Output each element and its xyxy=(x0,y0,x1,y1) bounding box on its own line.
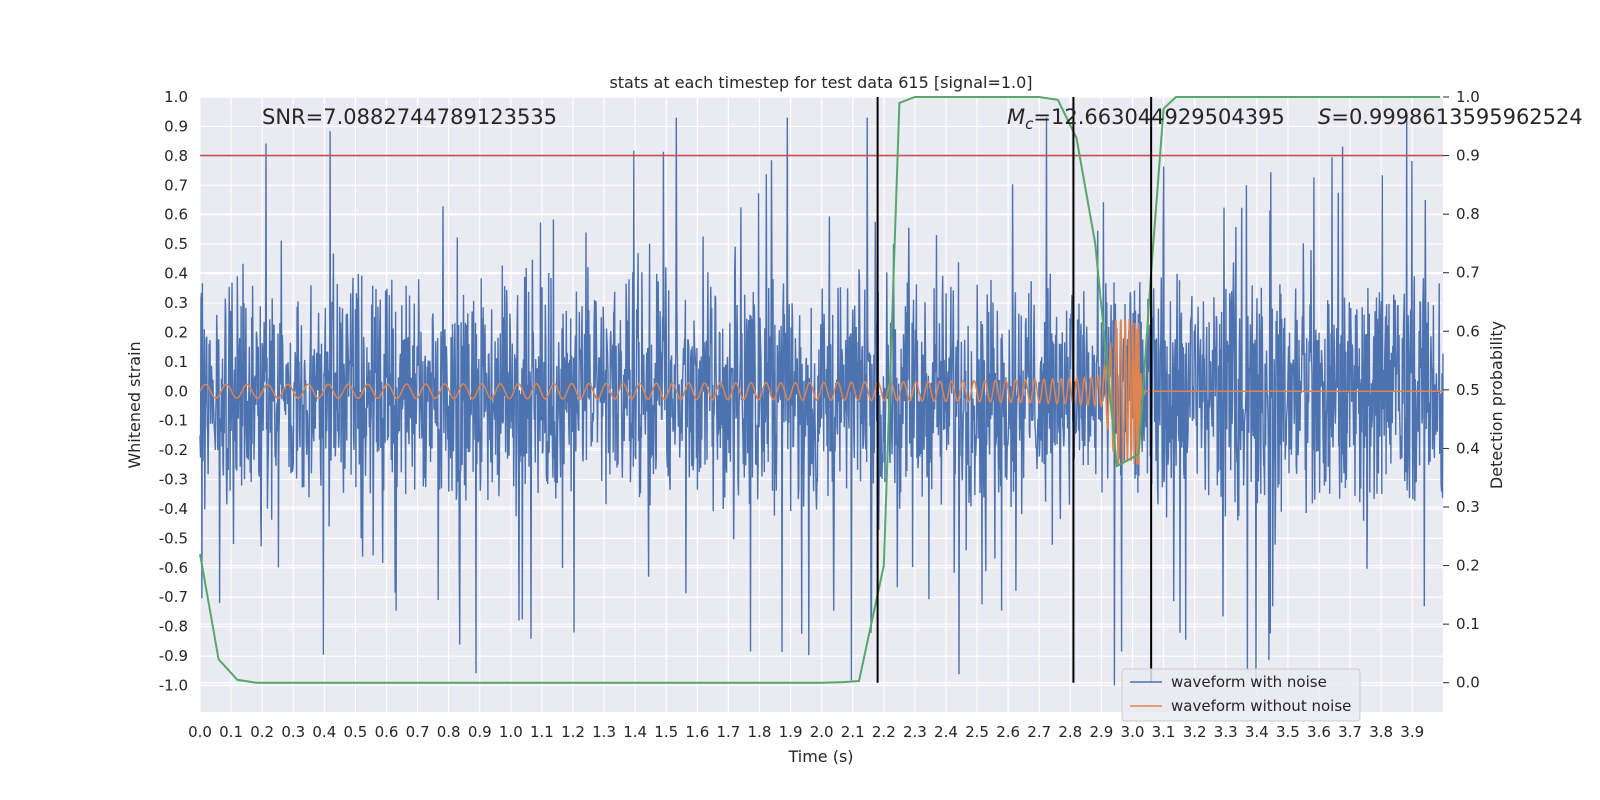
x-tick-label: 0.0 xyxy=(188,723,212,741)
y-tick-label: -0.4 xyxy=(159,500,188,518)
x-tick-label: 1.3 xyxy=(592,723,616,741)
legend-box xyxy=(1121,668,1361,722)
x-tick-label: 1.2 xyxy=(561,723,585,741)
x-tick-label: 3.9 xyxy=(1400,723,1424,741)
x-tick-label: 1.4 xyxy=(623,723,647,741)
y-tick-label: -0.8 xyxy=(159,618,188,636)
y2-tick-label: 0.9 xyxy=(1456,147,1480,165)
y-tick-label: 0.7 xyxy=(164,176,188,194)
x-tick-label: 2.3 xyxy=(903,723,927,741)
x-tick-label: 0.1 xyxy=(219,723,243,741)
x-tick-label: 2.9 xyxy=(1089,723,1113,741)
x-tick-label: 0.3 xyxy=(281,723,305,741)
y2-tick-label: 0.0 xyxy=(1456,674,1480,692)
x-tick-label: 1.0 xyxy=(499,723,523,741)
x-tick-label: 2.2 xyxy=(872,723,896,741)
chirp-mass-value: =12.663044929504395 xyxy=(1033,105,1284,129)
x-tick-label: 3.8 xyxy=(1369,723,1393,741)
score-symbol: S xyxy=(1318,105,1331,129)
score-annotation: S=0.9998613595962524 xyxy=(1318,105,1583,129)
x-tick-label: 2.6 xyxy=(996,723,1020,741)
x-tick-label: 1.8 xyxy=(748,723,772,741)
x-tick-label: 1.9 xyxy=(779,723,803,741)
y2-tick-label: 0.2 xyxy=(1456,557,1480,575)
clean-waveform-line xyxy=(199,318,1443,465)
y-tick-label: 0.5 xyxy=(164,235,188,253)
y2-axis-ticks: 0.0 0.1 0.2 0.3 0.4 0.5 0.6 0.7 0.8 0.9 1.0 xyxy=(1443,88,1480,692)
x-tick-label: 1.5 xyxy=(654,723,678,741)
x-tick-label: 3.4 xyxy=(1245,723,1269,741)
x-tick-label: 3.7 xyxy=(1338,723,1362,741)
y-tick-label: -0.9 xyxy=(159,647,188,665)
x-tick-label: 1.1 xyxy=(530,723,554,741)
x-tick-label: 2.4 xyxy=(934,723,958,741)
y-tick-label: 0.8 xyxy=(164,147,188,165)
y-tick-label: -0.3 xyxy=(159,471,188,489)
plot-lines xyxy=(199,96,1444,686)
x-tick-label: 3.3 xyxy=(1214,723,1238,741)
snr-annotation: SNR=7.0882744789123535 xyxy=(262,105,557,129)
y-tick-label: -0.1 xyxy=(159,412,188,430)
legend-label-clean: waveform without noise xyxy=(1171,697,1351,715)
x-tick-label: 2.1 xyxy=(841,723,865,741)
x-tick-label: 3.5 xyxy=(1276,723,1300,741)
legend-label-noise: waveform with noise xyxy=(1171,673,1327,691)
chirp-mass-subscript: c xyxy=(1025,115,1034,133)
y2-tick-label: 0.7 xyxy=(1456,264,1480,282)
chirp-mass-symbol: M xyxy=(1007,105,1025,129)
y-tick-label: 0.6 xyxy=(164,206,188,224)
y-tick-label: 0.0 xyxy=(164,382,188,400)
y-tick-label: -0.7 xyxy=(159,588,188,606)
chirp-mass-annotation: Mc=12.663044929504395 xyxy=(1007,105,1285,133)
y-tick-label: -0.2 xyxy=(159,441,188,459)
x-axis-label: Time (s) xyxy=(787,747,853,766)
y-tick-label: 1.0 xyxy=(164,88,188,106)
y-tick-label: 0.1 xyxy=(164,353,188,371)
y-tick-label: 0.9 xyxy=(164,117,188,135)
x-tick-label: 0.2 xyxy=(250,723,274,741)
chart-title: stats at each timestep for test data 615… xyxy=(609,73,1032,92)
score-value: =0.9998613595962524 xyxy=(1331,105,1582,129)
y2-tick-label: 0.1 xyxy=(1456,615,1480,633)
x-tick-label: 1.6 xyxy=(685,723,709,741)
x-tick-label: 3.2 xyxy=(1183,723,1207,741)
x-tick-label: 0.4 xyxy=(312,723,336,741)
y2-tick-label: 0.5 xyxy=(1456,381,1480,399)
x-tick-label: 2.5 xyxy=(965,723,989,741)
y2-tick-label: 0.4 xyxy=(1456,439,1480,457)
y-axis-ticks: 1.0 0.9 0.8 0.7 0.6 0.5 0.4 0.3 0.2 0.1 0.0 -0.1 -0.… xyxy=(159,88,188,695)
y2-tick-label: 1.0 xyxy=(1456,88,1480,106)
y-tick-label: 0.4 xyxy=(164,265,188,283)
x-tick-label: 3.1 xyxy=(1152,723,1176,741)
x-tick-label: 0.8 xyxy=(437,723,461,741)
y2-axis-label: Detection probability xyxy=(1487,321,1506,489)
x-tick-label: 2.7 xyxy=(1027,723,1051,741)
x-tick-label: 1.7 xyxy=(716,723,740,741)
y2-tick-label: 0.8 xyxy=(1456,205,1480,223)
x-tick-label: 2.8 xyxy=(1058,723,1082,741)
y-tick-label: -1.0 xyxy=(159,677,188,695)
x-tick-label: 3.0 xyxy=(1121,723,1145,741)
x-tick-label: 0.7 xyxy=(406,723,430,741)
y-tick-label: 0.2 xyxy=(164,323,188,341)
x-tick-label: 0.5 xyxy=(343,723,367,741)
legend: waveform with noise waveform without noi… xyxy=(1121,668,1361,722)
y2-tick-label: 0.6 xyxy=(1456,322,1480,340)
y-tick-label: -0.5 xyxy=(159,529,188,547)
x-tick-label: 2.0 xyxy=(810,723,834,741)
y-tick-label: 0.3 xyxy=(164,294,188,312)
x-tick-label: 0.9 xyxy=(468,723,492,741)
y2-tick-label: 0.3 xyxy=(1456,498,1480,516)
y-axis-label: Whitened strain xyxy=(125,341,144,468)
y-tick-label: -0.6 xyxy=(159,559,188,577)
x-tick-label: 0.6 xyxy=(375,723,399,741)
x-axis-ticks: 0.0 0.1 0.2 0.3 0.4 0.5 0.6 0.7 0.8 0.9 1.0 1.1 1.2 1… xyxy=(188,723,1424,741)
x-tick-label: 3.6 xyxy=(1307,723,1331,741)
